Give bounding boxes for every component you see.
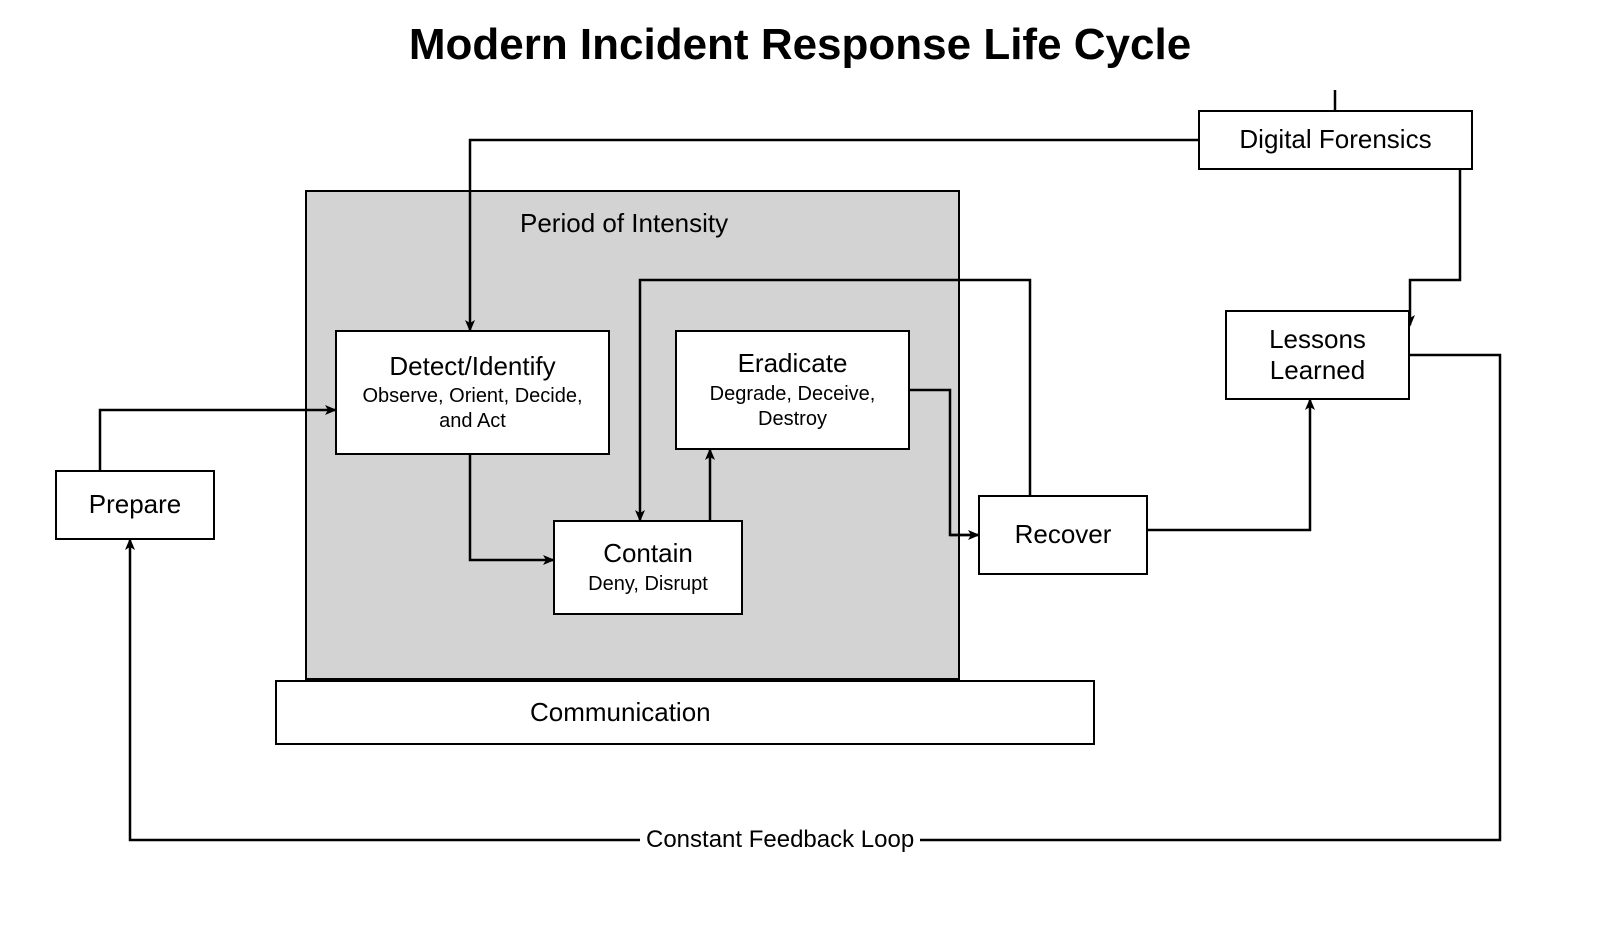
lessons-label: Lessons Learned <box>1237 324 1398 386</box>
contain-node: Contain Deny, Disrupt <box>553 520 743 615</box>
prepare-node: Prepare <box>55 470 215 540</box>
digital-forensics-node: Digital Forensics <box>1198 110 1473 170</box>
edge-recover-to-lessons <box>1148 400 1310 530</box>
edge-forensics-down-to-lessons <box>1410 170 1460 325</box>
lessons-learned-node: Lessons Learned <box>1225 310 1410 400</box>
diagram-canvas: Modern Incident Response Life Cycle Peri… <box>0 0 1600 928</box>
diagram-title: Modern Incident Response Life Cycle <box>0 20 1600 70</box>
edge-prepare-to-detect <box>100 410 335 470</box>
communication-label: Communication <box>530 697 711 728</box>
eradicate-sublabel: Degrade, Deceive, Destroy <box>687 382 898 432</box>
detect-sublabel: Observe, Orient, Decide, and Act <box>347 384 598 434</box>
forensics-label: Digital Forensics <box>1239 124 1431 155</box>
feedback-loop-label: Constant Feedback Loop <box>640 826 920 854</box>
period-of-intensity-label: Period of Intensity <box>520 208 728 239</box>
eradicate-label: Eradicate <box>738 348 848 379</box>
contain-sublabel: Deny, Disrupt <box>588 572 708 597</box>
recover-label: Recover <box>1015 519 1112 550</box>
contain-label: Contain <box>603 538 693 569</box>
eradicate-node: Eradicate Degrade, Deceive, Destroy <box>675 330 910 450</box>
prepare-label: Prepare <box>89 489 182 520</box>
recover-node: Recover <box>978 495 1148 575</box>
detect-identify-node: Detect/Identify Observe, Orient, Decide,… <box>335 330 610 455</box>
detect-label: Detect/Identify <box>389 351 555 382</box>
